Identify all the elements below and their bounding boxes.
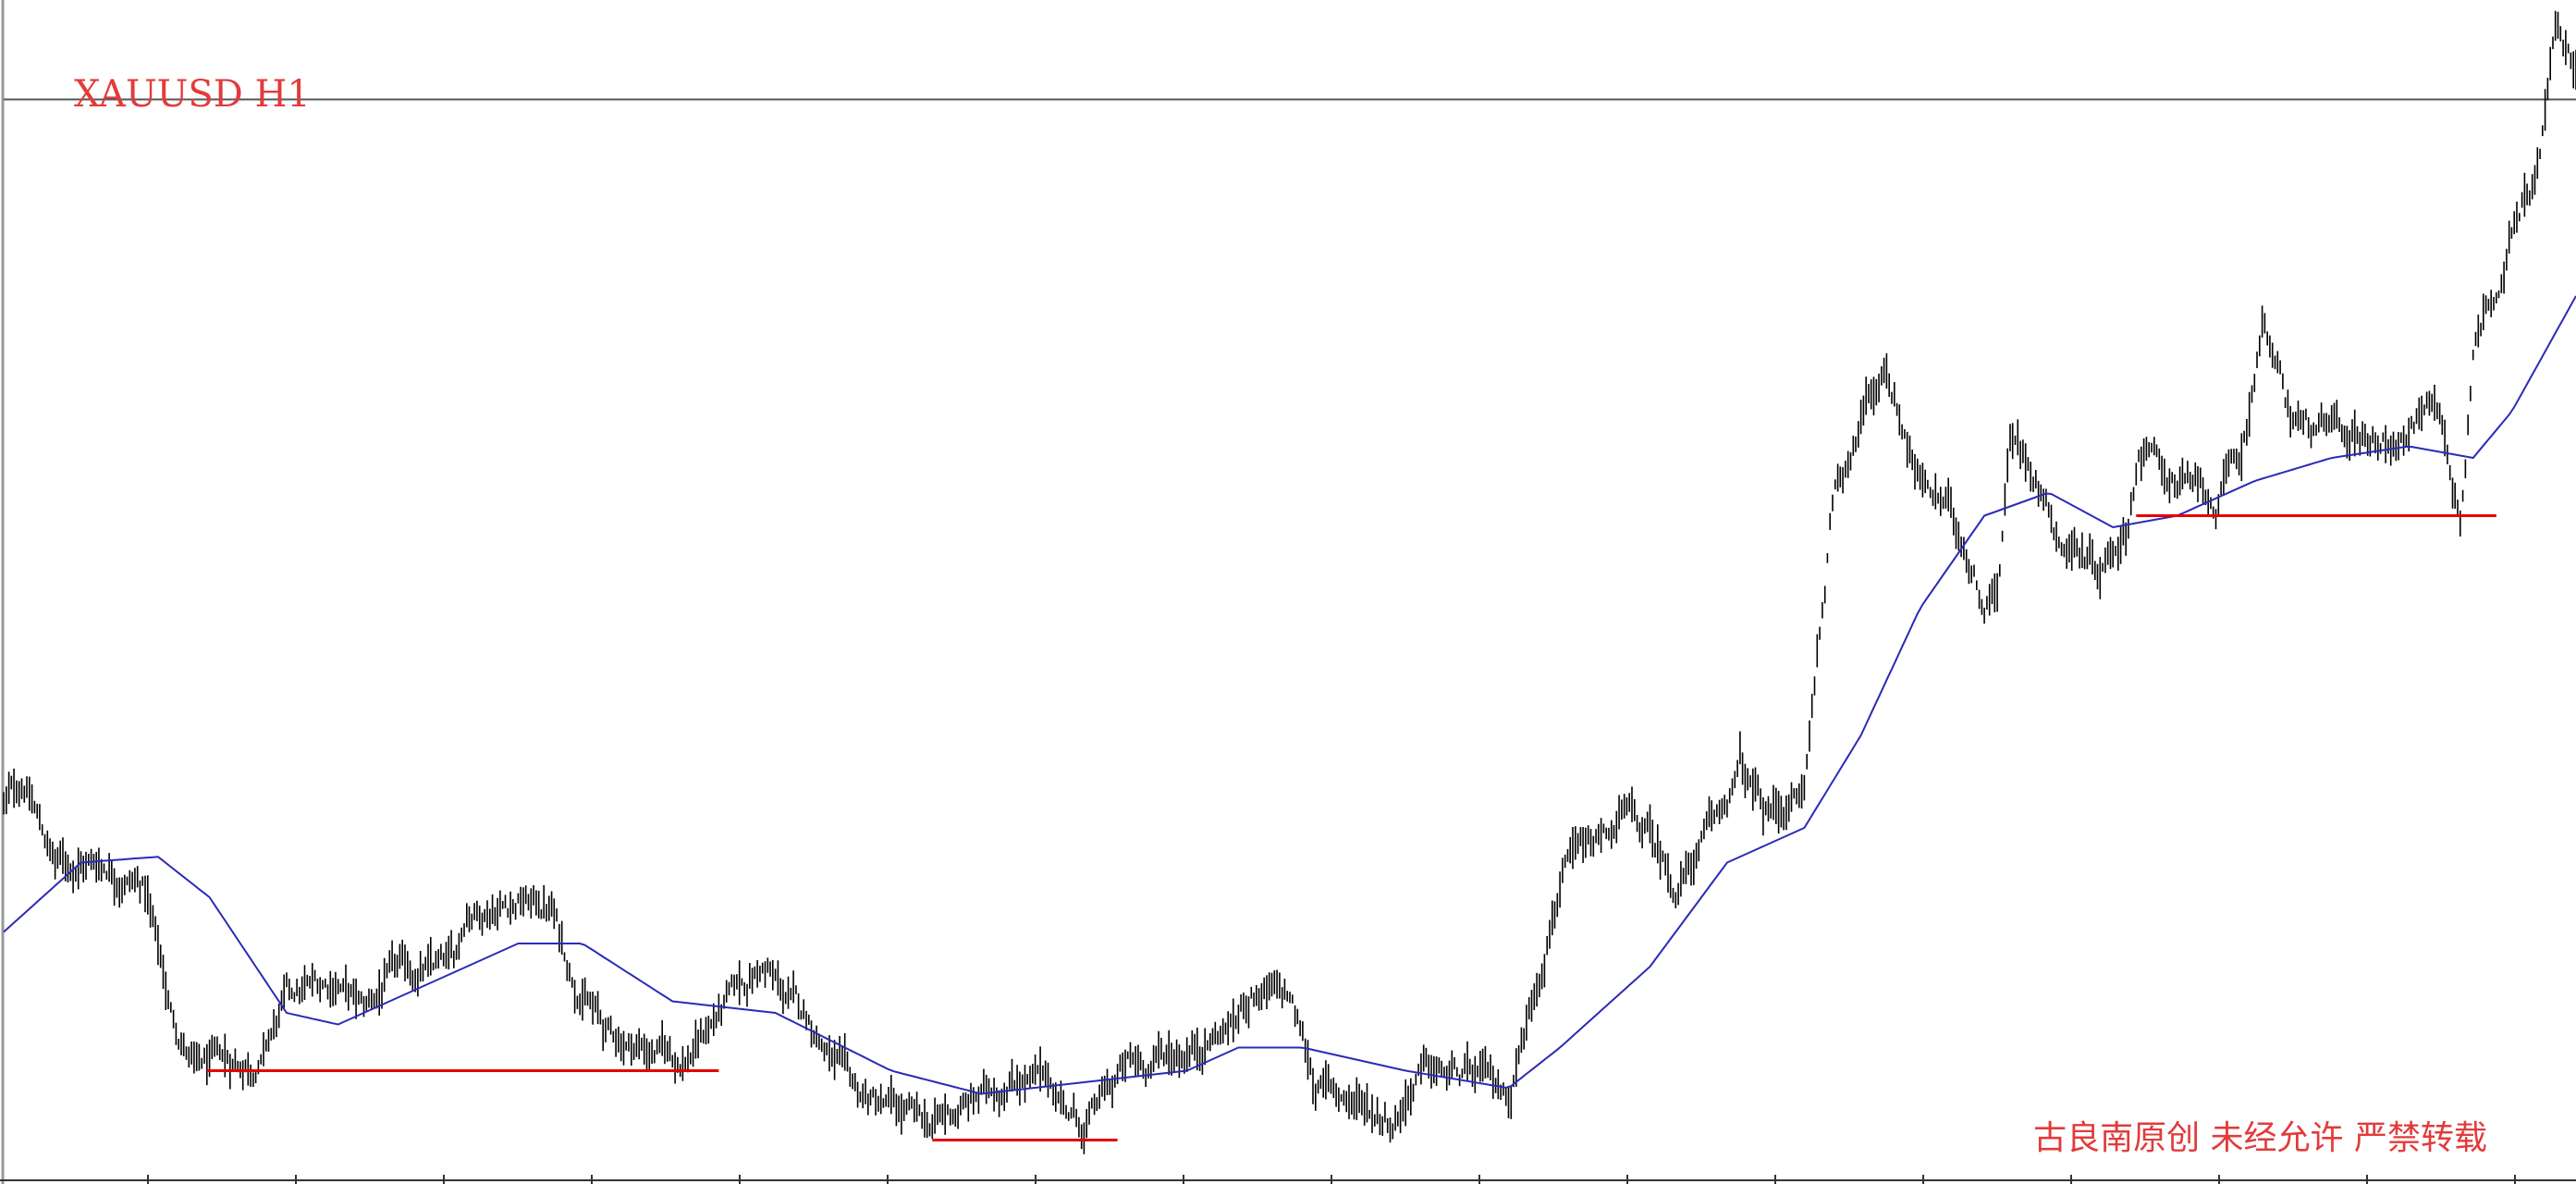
price-series bbox=[3, 10, 2576, 1154]
x-axis-ticks bbox=[147, 1175, 2516, 1184]
watermark-text: 古良南原创 未经允许 严禁转载 bbox=[2033, 1119, 2487, 1157]
symbol-timeframe-label: XAUUSD H1 bbox=[74, 73, 311, 116]
support-lines bbox=[206, 514, 2496, 1141]
moving-average-line bbox=[3, 295, 2576, 1095]
